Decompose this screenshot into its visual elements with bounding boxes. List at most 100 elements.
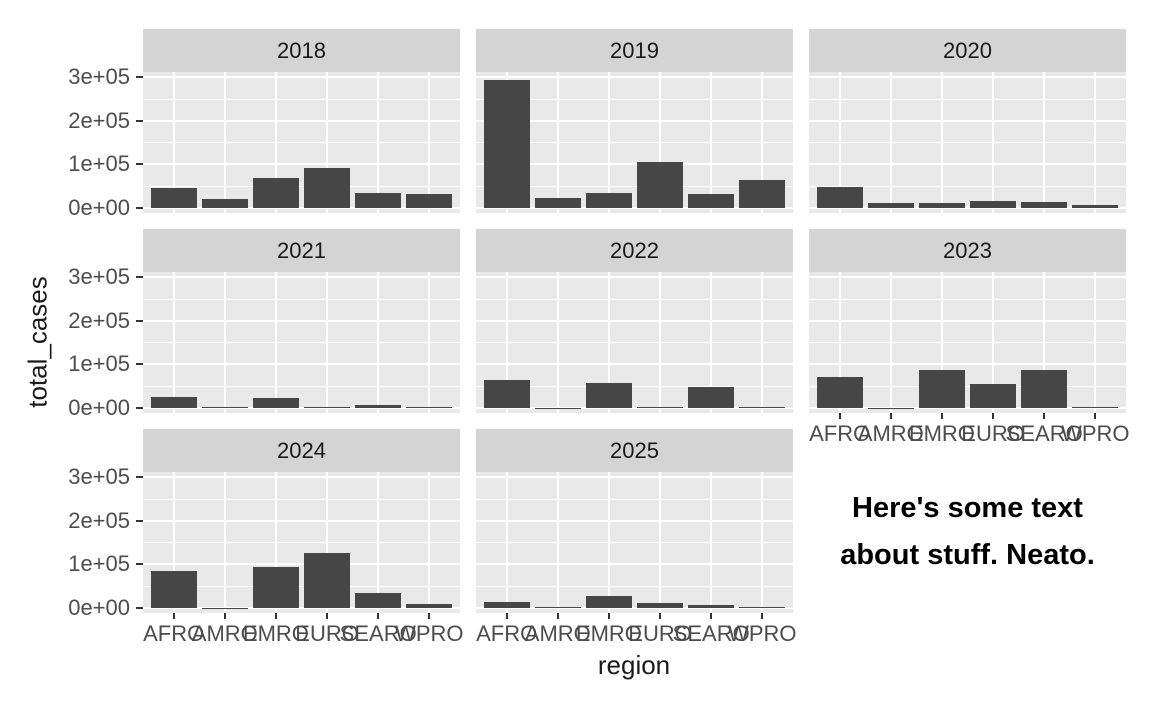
bar-2025-AMRO [534, 606, 581, 608]
y-tick-label: 2e+05 [68, 307, 130, 333]
bar-2023-WPRO [1072, 406, 1119, 408]
facet-strip-2019: 2019 [476, 29, 793, 72]
x-axis-title: region [597, 650, 671, 680]
bar-2018-SEARO [355, 192, 402, 208]
x-tick [428, 613, 431, 619]
bar-2018-AMRO [201, 199, 248, 208]
x-tick [377, 613, 380, 619]
bar-2023-AFRO [816, 377, 863, 408]
gridline-major [476, 607, 793, 609]
y-tick [136, 119, 143, 122]
gridline-major [143, 163, 460, 166]
bar-2018-WPRO [406, 194, 453, 208]
x-tick-label-WPRO: WPRO [1061, 421, 1130, 446]
x-tick-label-SEARO: SEARO [339, 621, 417, 646]
x-tick-label-WPRO: WPRO [728, 621, 797, 646]
gridline-minor [809, 386, 1126, 388]
facet-strip-2022: 2022 [476, 229, 793, 272]
gridline-vertical [607, 272, 610, 413]
y-tick-label: 3e+05 [68, 463, 130, 489]
gridline-vertical [223, 272, 226, 413]
x-tick [607, 613, 610, 619]
gridline-vertical [556, 272, 559, 413]
y-tick-label: 1e+05 [68, 151, 130, 177]
bar-2024-AFRO [150, 570, 197, 608]
x-tick-label-AFRO: AFRO [476, 621, 538, 646]
x-tick-label-EURO: EURO [628, 621, 692, 646]
x-tick [940, 413, 943, 419]
y-tick-label: 0e+00 [68, 595, 130, 620]
annotation-text: Here's some text about stuff. Neato. [809, 429, 1126, 613]
x-tick-label-EURO: EURO [961, 421, 1025, 446]
x-tick [838, 413, 841, 419]
bar-2021-AFRO [150, 396, 197, 408]
gridline-major [476, 119, 793, 122]
gridline-minor [476, 98, 793, 100]
bar-2019-WPRO [739, 179, 786, 208]
y-tick-label: 2e+05 [68, 107, 130, 133]
gridline-major [143, 275, 460, 278]
bar-2025-SEARO [688, 604, 735, 608]
facet-strip-2023: 2023 [809, 229, 1126, 272]
bar-2023-SEARO [1021, 370, 1068, 408]
y-tick [136, 407, 143, 409]
gridline-minor [476, 142, 793, 144]
gridline-minor [143, 542, 460, 544]
facet-panel-2021 [143, 272, 460, 413]
gridline-vertical [838, 72, 841, 213]
gridline-vertical [1043, 72, 1046, 213]
x-tick-label-EMRO: EMRO [242, 621, 309, 646]
bar-2021-SEARO [355, 404, 402, 408]
x-tick-label-AFRO: AFRO [143, 621, 205, 646]
bar-2021-WPRO [406, 407, 453, 408]
gridline-major [809, 75, 1126, 78]
gridline-vertical [505, 472, 508, 613]
gridline-minor [809, 186, 1126, 188]
bar-2024-SEARO [355, 593, 402, 608]
bar-2020-EURO [970, 200, 1017, 208]
gridline-major [809, 119, 1126, 122]
gridline-minor [809, 342, 1126, 344]
y-tick [136, 607, 143, 609]
bar-2025-WPRO [739, 607, 786, 608]
gridline-vertical [710, 72, 713, 213]
x-tick [274, 613, 277, 619]
x-tick-label-EURO: EURO [295, 621, 359, 646]
gridline-major [476, 407, 793, 409]
gridline-vertical [223, 72, 226, 213]
bar-2023-EMRO [918, 370, 965, 408]
gridline-minor [476, 298, 793, 300]
gridline-vertical [1094, 272, 1097, 413]
gridline-minor [476, 498, 793, 500]
x-tick-label-SEARO: SEARO [672, 621, 750, 646]
bar-2018-AFRO [150, 188, 197, 208]
gridline-major [143, 75, 460, 78]
gridline-vertical [505, 272, 508, 413]
y-tick-label: 1e+05 [68, 351, 130, 377]
bar-2020-WPRO [1072, 204, 1119, 208]
gridline-vertical [607, 72, 610, 213]
bar-2021-AMRO [201, 407, 248, 408]
y-tick [136, 75, 143, 78]
gridline-major [809, 275, 1126, 278]
x-tick [223, 613, 226, 619]
x-tick [326, 613, 329, 619]
x-tick [1094, 413, 1097, 419]
y-tick [136, 475, 143, 478]
gridline-vertical [710, 472, 713, 613]
x-tick-label-WPRO: WPRO [395, 621, 464, 646]
bar-2024-EURO [304, 553, 351, 608]
bar-2019-SEARO [688, 193, 735, 208]
gridline-vertical [223, 472, 226, 613]
bar-2022-EMRO [585, 383, 632, 408]
gridline-minor [143, 342, 460, 344]
y-tick-label: 0e+00 [68, 195, 130, 220]
gridline-major [476, 75, 793, 78]
facet-strip-2018: 2018 [143, 29, 460, 72]
bar-2018-EURO [304, 168, 351, 208]
gridline-major [143, 607, 460, 609]
gridline-vertical [940, 272, 943, 413]
y-tick [136, 563, 143, 566]
gridline-major [476, 275, 793, 278]
x-tick-label-AMRO: AMRO [857, 421, 924, 446]
